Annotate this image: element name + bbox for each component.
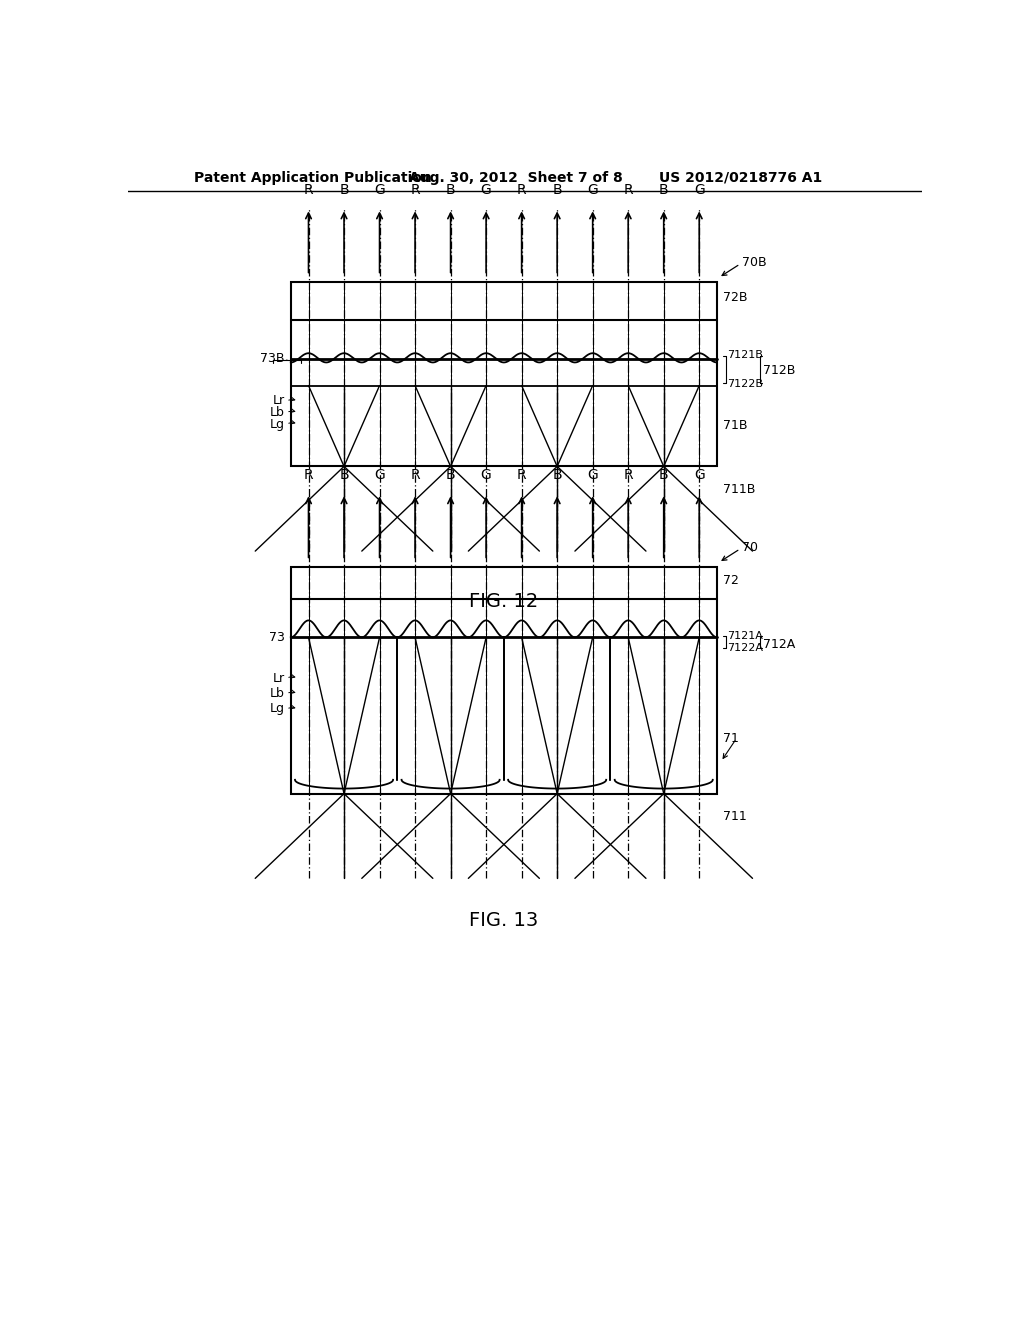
Text: B: B [658, 467, 669, 482]
Text: R: R [304, 467, 313, 482]
Text: 73B: 73B [260, 352, 285, 366]
Text: 712B: 712B [764, 363, 796, 376]
Text: 71: 71 [723, 733, 739, 744]
Text: B: B [445, 183, 456, 197]
Text: R: R [517, 183, 526, 197]
Text: 7121B: 7121B [727, 350, 763, 360]
Text: R: R [304, 183, 313, 197]
Text: G: G [374, 467, 385, 482]
Text: G: G [374, 183, 385, 197]
Text: 72: 72 [723, 574, 739, 587]
Text: R: R [411, 183, 420, 197]
Text: US 2012/0218776 A1: US 2012/0218776 A1 [658, 170, 822, 185]
Text: Aug. 30, 2012  Sheet 7 of 8: Aug. 30, 2012 Sheet 7 of 8 [409, 170, 623, 185]
Text: G: G [588, 183, 598, 197]
Text: G: G [480, 467, 492, 482]
Text: G: G [480, 183, 492, 197]
Text: G: G [694, 467, 705, 482]
Text: 70: 70 [741, 541, 758, 554]
Text: 72B: 72B [723, 290, 748, 304]
Text: 7122B: 7122B [727, 379, 763, 389]
Text: 711B: 711B [723, 483, 756, 496]
Bar [291, 566, 717, 793]
Text: FIG. 12: FIG. 12 [469, 591, 539, 611]
Text: 712A: 712A [764, 638, 796, 651]
Text: Lr: Lr [272, 672, 285, 685]
Text: R: R [411, 467, 420, 482]
Text: G: G [694, 183, 705, 197]
Text: 73: 73 [268, 631, 285, 644]
Text: Lb: Lb [269, 686, 285, 700]
Text: Patent Application Publication: Patent Application Publication [194, 170, 432, 185]
Text: 70B: 70B [741, 256, 766, 269]
Text: B: B [552, 183, 562, 197]
Text: FIG. 13: FIG. 13 [469, 911, 539, 931]
Text: Lg: Lg [269, 702, 285, 715]
Text: B: B [552, 467, 562, 482]
Text: B: B [339, 183, 349, 197]
Text: 7121A: 7121A [727, 631, 763, 640]
Text: Lg: Lg [269, 417, 285, 430]
Text: Lb: Lb [269, 407, 285, 418]
Text: R: R [624, 467, 633, 482]
Text: G: G [588, 467, 598, 482]
Text: Lr: Lr [272, 395, 285, 408]
Text: B: B [445, 467, 456, 482]
Text: R: R [517, 467, 526, 482]
Text: 71B: 71B [723, 420, 748, 433]
Text: B: B [339, 467, 349, 482]
Bar [291, 281, 717, 466]
Text: 711: 711 [723, 810, 746, 824]
Text: R: R [624, 183, 633, 197]
Text: 7122A: 7122A [727, 643, 763, 653]
Text: B: B [658, 183, 669, 197]
